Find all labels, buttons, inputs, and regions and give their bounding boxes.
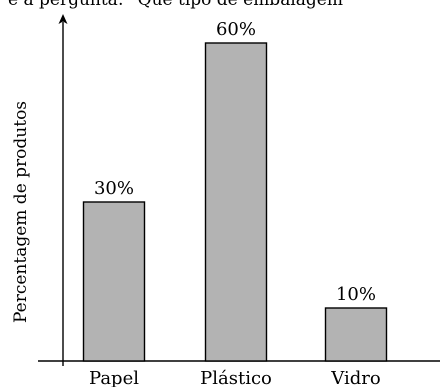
bar-vidro (324, 307, 388, 362)
bar-plastico (204, 42, 268, 362)
top-caption: e a pergunta: “Que tipo de embalagem (8, 0, 343, 10)
value-labels-group: 30% 60% 10% (94, 19, 376, 305)
bar-papel (82, 201, 146, 362)
category-label: Vidro (330, 368, 380, 387)
category-label: Papel (89, 368, 139, 387)
category-label: Plástico (200, 368, 272, 387)
value-label: 30% (94, 178, 134, 199)
category-labels-group: Papel Plástico Vidro (89, 368, 381, 387)
bars-group (82, 42, 388, 362)
value-label: 60% (216, 19, 256, 40)
y-axis-arrowhead (58, 14, 68, 24)
value-label: 10% (336, 284, 376, 305)
y-axis-label: Percentagem de produtos (11, 101, 31, 323)
